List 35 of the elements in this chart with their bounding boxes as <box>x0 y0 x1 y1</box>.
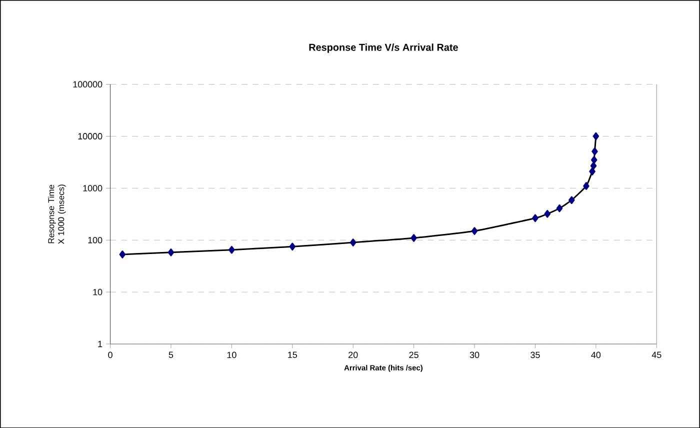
x-tick-label: 20 <box>348 352 358 358</box>
y-tick-label: 100 <box>88 236 102 244</box>
chart-title: Response Time V/s Arrival Rate <box>309 43 458 53</box>
point <box>410 234 417 242</box>
x-tick-label: 10 <box>227 352 236 358</box>
x-tick-label: 15 <box>288 352 298 358</box>
point <box>556 204 563 212</box>
x-tick-label: 30 <box>470 352 480 358</box>
y-tick-label: 1 <box>98 340 102 347</box>
point <box>583 182 590 190</box>
point <box>119 250 126 258</box>
point <box>228 246 235 254</box>
point <box>592 132 600 140</box>
point <box>590 156 598 164</box>
x-tick-label: 25 <box>409 352 418 358</box>
point <box>350 238 356 246</box>
point <box>568 196 575 204</box>
point <box>592 147 598 156</box>
x-tick-label: 0 <box>108 352 112 358</box>
y-tick-label: 1000 <box>83 184 102 192</box>
y-tick-label: 10 <box>93 288 102 296</box>
y-axis-title: Resopnse Time X 1000 (msecs) <box>48 184 66 244</box>
y-tick-label: 10000 <box>78 132 102 140</box>
x-tick-label: 5 <box>168 352 174 358</box>
point <box>289 242 296 250</box>
point <box>590 162 597 170</box>
point <box>168 248 174 256</box>
point <box>532 214 538 222</box>
x-tick-label: 35 <box>530 352 540 358</box>
x-tick-label: 45 <box>652 352 662 358</box>
point <box>471 226 478 235</box>
point <box>544 210 551 218</box>
point <box>589 167 596 176</box>
y-tick-label: 100000 <box>73 80 102 88</box>
x-tick-label: 40 <box>591 352 601 358</box>
